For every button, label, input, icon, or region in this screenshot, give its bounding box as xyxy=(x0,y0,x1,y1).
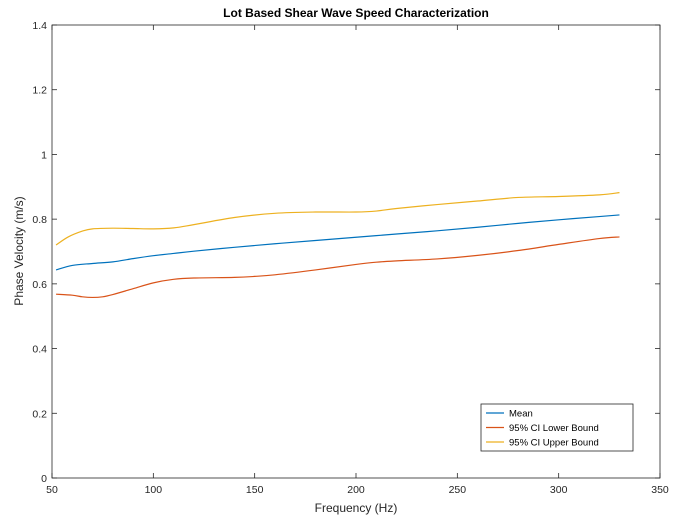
legend-label-lower-bound: 95% CI Lower Bound xyxy=(509,423,599,434)
legend: Mean 95% CI Lower Bound 95% CI Upper Bou… xyxy=(480,403,634,452)
y-axis-label: Phase Velocity (m/s) xyxy=(12,196,26,305)
chart-title: Lot Based Shear Wave Speed Characterizat… xyxy=(223,6,489,20)
y-tick-label: 1.4 xyxy=(32,20,47,32)
x-tick-label: 150 xyxy=(246,484,264,496)
legend-box xyxy=(480,403,634,452)
y-tick-label: 0.2 xyxy=(32,408,47,420)
x-tick-label: 300 xyxy=(550,484,568,496)
y-tick-label: 1.2 xyxy=(32,85,47,97)
x-axis-label: Frequency (Hz) xyxy=(315,501,398,515)
x-tick-label: 50 xyxy=(46,484,58,496)
x-tick-label: 200 xyxy=(347,484,365,496)
y-tick-label: 1 xyxy=(41,149,47,161)
series-line-mean xyxy=(55,214,620,271)
x-tick-label: 100 xyxy=(145,484,163,496)
y-tick-label: 0.6 xyxy=(32,279,47,291)
x-tick-label: 250 xyxy=(449,484,467,496)
y-tick-label: 0 xyxy=(41,473,47,485)
legend-label-upper-bound: 95% CI Upper Bound xyxy=(509,438,599,449)
legend-label-mean: Mean xyxy=(509,409,533,420)
plot-area xyxy=(51,24,661,479)
series-line-lower-bound xyxy=(56,236,620,299)
y-tick-label: 0.4 xyxy=(32,344,47,356)
y-tick-label: 0.8 xyxy=(32,214,47,226)
x-tick-label: 350 xyxy=(651,484,669,496)
series-line-upper-bound xyxy=(55,192,620,246)
